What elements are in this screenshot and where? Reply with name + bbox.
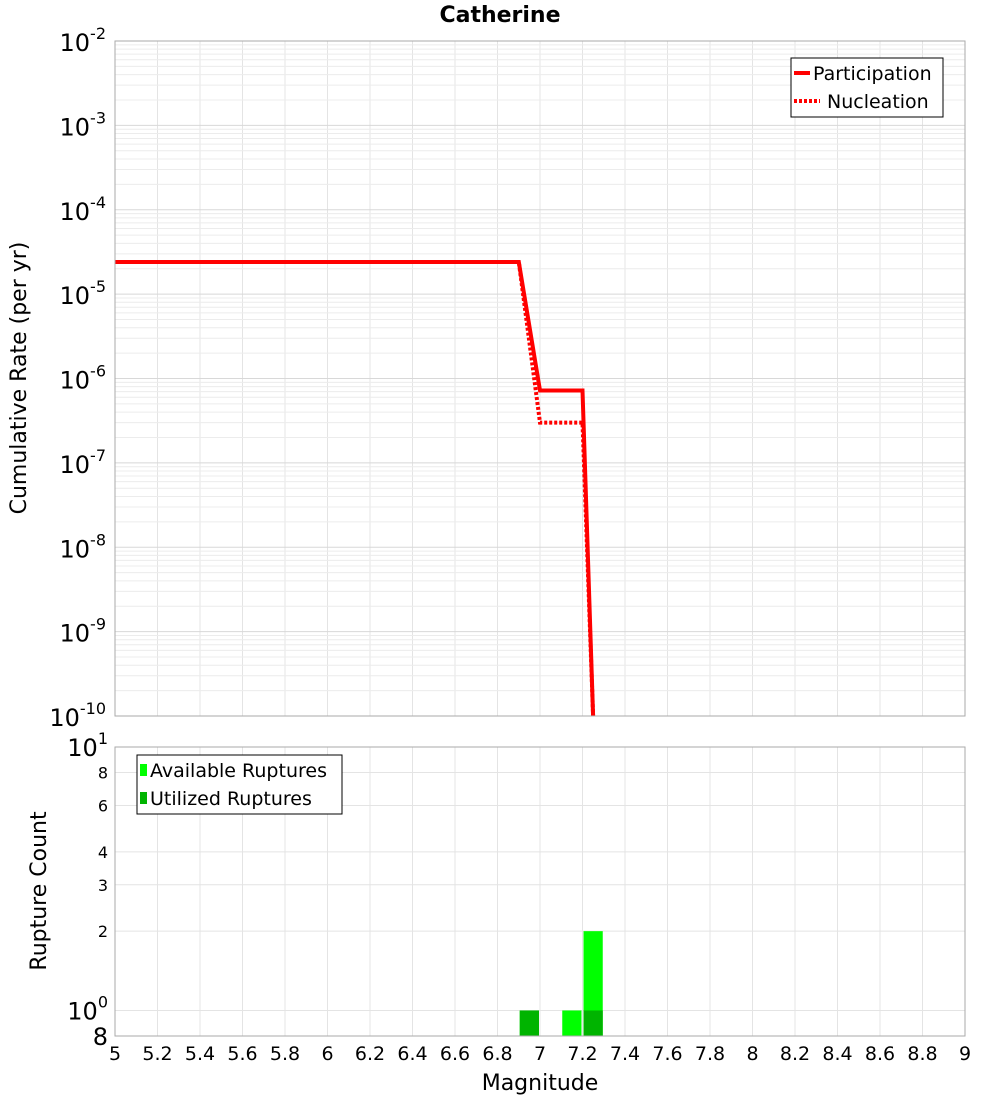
x-tick-label: 7 [534, 1043, 546, 1065]
x-tick-label: 6.4 [397, 1043, 427, 1065]
available-ruptures-bar [562, 1010, 582, 1036]
x-tick-label: 8.6 [865, 1043, 895, 1065]
x-tick-label: 6.2 [355, 1043, 385, 1065]
rate-legend-box [790, 57, 944, 118]
utilized-ruptures-bar [583, 1010, 603, 1036]
rate-y-tick-label: 10-3 [60, 108, 107, 141]
chart-title: Catherine [439, 3, 560, 28]
x-tick-label: 8.4 [822, 1043, 852, 1065]
x-tick-label: 9 [959, 1043, 971, 1065]
x-tick-label: 5.8 [270, 1043, 300, 1065]
x-tick-label: 6.6 [440, 1043, 470, 1065]
x-tick-label: 5.2 [142, 1043, 172, 1065]
x-tick-label: 7.4 [610, 1043, 640, 1065]
x-tick-label: 5.4 [185, 1043, 215, 1065]
rate-grid [114, 41, 966, 717]
x-tick-label: 8.8 [907, 1043, 937, 1065]
count-y-tick-label: 101 [67, 729, 108, 762]
x-tick-label: 5.6 [227, 1043, 257, 1065]
rate-legend: Participation Nucleation [790, 57, 944, 118]
rate-y-tick-label: 10-5 [60, 277, 107, 310]
count-x-ticks: 5 5.2 5.4 5.6 5.8 6 6.2 6.4 6.6 6.8 7 7.2 7.4 7.6 7.8 8… [109, 1043, 971, 1065]
x-tick-label: 7.2 [567, 1043, 597, 1065]
x-tick-label: 7.6 [652, 1043, 682, 1065]
nucleation-legend-label: Nucleation [827, 91, 929, 113]
participation-line [115, 260, 596, 717]
count-bars [519, 931, 603, 1036]
count-y-axis-label: Rupture Count [27, 811, 52, 971]
count-plot-frame [114, 746, 966, 1037]
utilized-ruptures-bar [519, 1010, 539, 1036]
count-y-tick-label: 3 [98, 876, 108, 895]
rate-y-tick-label: 10-4 [60, 193, 107, 226]
count-y-tick-label: 2 [98, 922, 108, 941]
rate-y-tick-label: 10-2 [60, 24, 107, 57]
rate-y-tick-label: 10-10 [49, 699, 106, 732]
utilized-legend-swatch [140, 792, 147, 804]
rate-plot-frame [114, 40, 966, 717]
rate-plot: 10-2 10-3 10-4 10-5 10-6 10-7 10-8 10-9 10-10 Cu… [7, 24, 966, 732]
x-tick-label: 5 [109, 1043, 121, 1065]
count-legend: Available Ruptures Utilized Ruptures [136, 754, 343, 815]
rate-y-axis-label: Cumulative Rate (per yr) [7, 242, 32, 515]
count-y-tick-label: 100 [67, 992, 108, 1025]
count-y-tick-label: 6 [98, 796, 108, 815]
count-y-tick-label: 4 [98, 843, 108, 862]
rate-y-tick-label: 10-6 [60, 362, 107, 395]
x-tick-label: 6 [321, 1043, 333, 1065]
x-tick-label: 8 [746, 1043, 758, 1065]
x-tick-label: 7.8 [695, 1043, 725, 1065]
x-tick-label: 8.2 [780, 1043, 810, 1065]
available-ruptures-bar [583, 931, 603, 1036]
rate-y-ticks: 10-2 10-3 10-4 10-5 10-6 10-7 10-8 10-9 10-10 [49, 24, 106, 732]
nucleation-line [115, 260, 596, 717]
utilized-legend-label: Utilized Ruptures [150, 788, 312, 810]
x-tick-label: 6.8 [482, 1043, 512, 1065]
rate-lines [115, 260, 596, 717]
available-legend-swatch [140, 764, 147, 776]
count-y-tick-label: 8 [93, 1023, 108, 1051]
count-legend-box [136, 754, 343, 815]
x-axis-label: Magnitude [482, 1071, 599, 1096]
participation-legend-label: Participation [813, 63, 932, 85]
rate-y-tick-label: 10-8 [60, 530, 107, 563]
available-legend-label: Available Ruptures [150, 760, 327, 782]
rate-y-tick-label: 10-7 [60, 446, 107, 479]
rate-y-tick-label: 10-9 [60, 615, 107, 648]
count-y-tick-label: 8 [98, 764, 108, 783]
